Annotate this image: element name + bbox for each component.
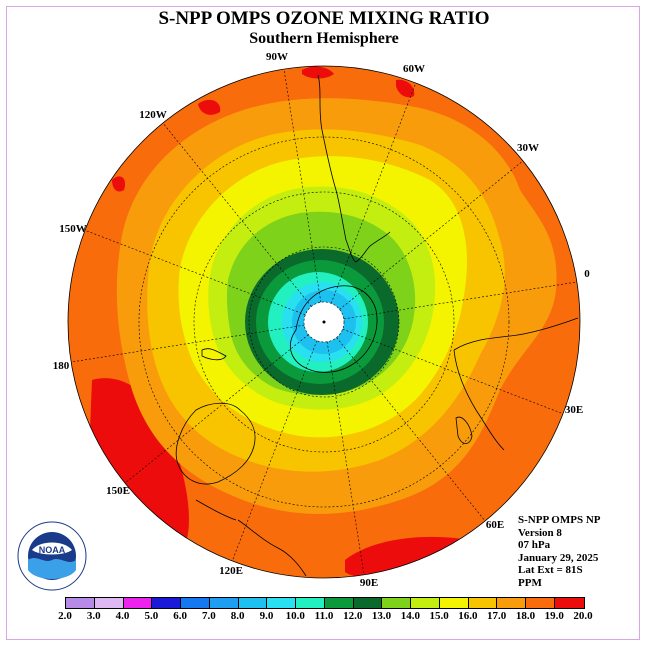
info-date: January 29, 2025: [518, 551, 599, 564]
map-title: S-NPP OMPS OZONE MIXING RATIO: [158, 8, 490, 29]
coast-small-island-w: [201, 348, 227, 361]
colorbar-tick-label: 11.0: [314, 610, 334, 622]
longitude-line: [339, 160, 524, 310]
longitude-line: [343, 281, 577, 320]
longitude-lines: [71, 69, 577, 575]
colorbar-tick-label: 8.0: [230, 610, 245, 622]
logo-text: NOAA: [39, 545, 66, 555]
longitude-line: [342, 328, 564, 415]
colorbar-cell: [267, 598, 297, 608]
colorbar-tick-label: 2.0: [58, 610, 72, 622]
longitude-line: [283, 69, 322, 303]
coast-madagascar: [455, 416, 473, 444]
colorbar-tick-label: 3.0: [86, 610, 101, 622]
coast-south-america: [317, 74, 347, 241]
lon-label-180: 180: [52, 360, 70, 372]
lon-label-60e: 60E: [485, 519, 505, 531]
colorbar-tick-label: 20.0: [573, 610, 593, 622]
colorbar-tick-label: 9.0: [259, 610, 274, 622]
longitude-line: [336, 337, 486, 522]
colorbar-cell: [94, 598, 124, 608]
lon-label-150e: 150E: [106, 485, 130, 497]
south-pole-marker: [322, 320, 326, 324]
info-instrument: S-NPP OMPS NP: [518, 514, 601, 526]
longitude-line: [124, 334, 309, 484]
colorbar-tick-label: 12.0: [343, 610, 363, 622]
noaa-logo: NOAA: [17, 521, 87, 591]
colorbar-tick-label: 6.0: [173, 610, 187, 622]
colorbar: [65, 597, 585, 609]
colorbar-tick-label: 15.0: [429, 610, 449, 622]
contour-18-19-north: [302, 66, 334, 79]
colorbar-cell: [468, 598, 498, 608]
colorbar-cell: [238, 598, 268, 608]
ozone-contours: [68, 66, 580, 578]
latitude-circles: [138, 136, 510, 508]
colorbar-tick-label: 7.0: [202, 610, 216, 622]
colorbar-cell: [526, 598, 556, 608]
coast-africa-south: [453, 317, 579, 351]
info-level: 07 hPa: [518, 539, 551, 552]
lon-label-0: 0: [584, 268, 590, 280]
info-units: PPM: [518, 576, 542, 589]
coast-antarctica: [289, 285, 378, 373]
lon-label-120w: 120W: [139, 109, 167, 121]
lon-label-90e: 90E: [359, 577, 379, 589]
colorbar-tick-label: 17.0: [487, 610, 507, 622]
colorbar-cell: [439, 598, 469, 608]
coast-africa-east: [453, 349, 505, 451]
contour-18-19-nw: [198, 99, 221, 115]
colorbar-tick-label: 19.0: [544, 610, 564, 622]
colorbar-cell: [296, 598, 325, 608]
longitude-line: [326, 341, 365, 575]
coast-sea-islands: [195, 499, 237, 521]
coast-australia: [175, 402, 256, 485]
coast-antarctic-peninsula: [345, 231, 391, 263]
page-frame: [6, 6, 640, 640]
colorbar-cell: [152, 598, 182, 608]
colorbar-cell: [123, 598, 153, 608]
info-version: Version 8: [518, 526, 562, 539]
longitude-line: [84, 229, 306, 316]
coastlines: [175, 74, 579, 577]
map-info-block: S-NPP OMPS NP Version 8 07 hPa January 2…: [518, 514, 601, 590]
colorbar-tick-label: 16.0: [458, 610, 478, 622]
colorbar-cell: [555, 598, 584, 608]
longitude-line: [162, 122, 312, 307]
contour-18-19-w: [112, 176, 126, 192]
colorbar-cell: [209, 598, 239, 608]
lon-label-150w: 150W: [59, 223, 87, 235]
colorbar-cell: [411, 598, 440, 608]
colorbar-tick-label: 13.0: [371, 610, 392, 622]
lon-label-90w: 90W: [266, 51, 288, 63]
lon-label-120e: 120E: [219, 565, 243, 577]
colorbar-cell: [497, 598, 527, 608]
colorbar-tick-label: 10.0: [285, 610, 305, 622]
colorbar-cell: [353, 598, 383, 608]
coast-indonesia: [237, 519, 307, 577]
colorbar-labels: 2.0 3.0 4.0 5.0 6.0 7.0 8.0 9.0 10.0 11.0 12.0 13.0…: [58, 610, 593, 624]
lon-label-30e: 30E: [564, 404, 584, 416]
longitude-line: [231, 340, 318, 562]
info-lat-ext: Lat Ext = 81S: [518, 564, 583, 577]
longitude-line: [330, 82, 417, 304]
map-subtitle: Southern Hemisphere: [249, 30, 399, 47]
lon-label-60w: 60W: [403, 63, 425, 75]
colorbar-tick-label: 4.0: [115, 610, 130, 622]
colorbar-cell: [181, 598, 210, 608]
map-boundary: [67, 65, 581, 579]
colorbar-tick-label: 18.0: [515, 610, 536, 622]
longitude-line: [71, 324, 305, 363]
contour-18-19-ne: [396, 79, 415, 98]
colorbar-cell: [382, 598, 412, 608]
lon-label-30w: 30W: [517, 142, 539, 154]
colorbar-tick-label: 14.0: [400, 610, 420, 622]
colorbar-cell: [66, 598, 95, 608]
contour-18-19-west: [90, 378, 189, 551]
colorbar-cell: [324, 598, 354, 608]
colorbar-tick-label: 5.0: [144, 610, 159, 622]
